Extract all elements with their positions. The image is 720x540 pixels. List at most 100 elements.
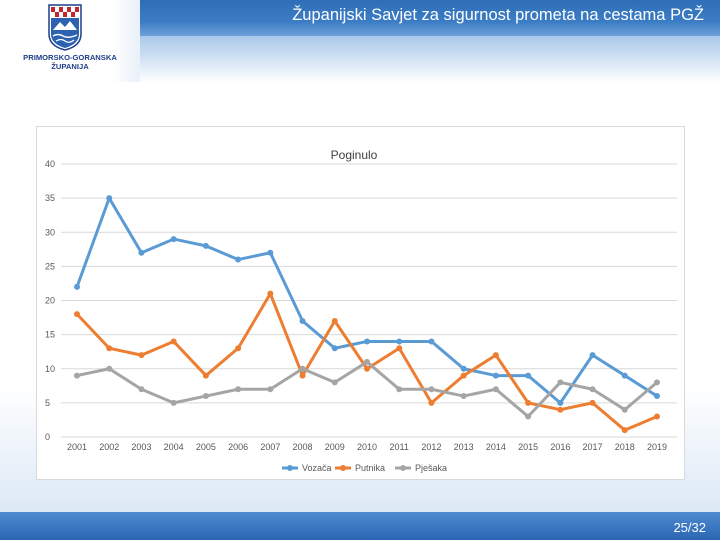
legend-marker xyxy=(287,465,293,471)
legend-marker xyxy=(400,465,406,471)
y-tick-label: 0 xyxy=(45,432,50,442)
data-point xyxy=(202,372,209,379)
x-tick-label: 2010 xyxy=(357,442,377,452)
data-point xyxy=(557,399,564,406)
legend-label: Vozača xyxy=(302,463,332,473)
y-axis-ticks: 0 5 10 15 20 25 30 35 40 xyxy=(45,159,55,442)
data-point xyxy=(235,345,242,352)
header-band: Županijski Savjet za sigurnost prometa n… xyxy=(140,0,720,36)
page-number: 25/32 xyxy=(673,520,706,535)
data-point xyxy=(589,352,596,359)
data-point xyxy=(106,345,113,352)
page-title: Županijski Savjet za sigurnost prometa n… xyxy=(292,6,704,24)
x-tick-label: 2012 xyxy=(421,442,441,452)
data-point xyxy=(654,393,660,400)
data-point xyxy=(74,283,80,290)
data-point xyxy=(235,386,242,393)
data-point xyxy=(460,372,467,379)
data-point xyxy=(267,249,274,256)
logo-line-1: PRIMORSKO-GORANSKA xyxy=(23,53,117,62)
legend: Vozača Putnika Pješaka xyxy=(282,463,447,473)
data-point xyxy=(428,338,435,345)
x-tick-label: 2004 xyxy=(164,442,184,452)
x-tick-label: 2002 xyxy=(99,442,119,452)
x-tick-label: 2008 xyxy=(293,442,313,452)
data-point xyxy=(138,352,145,359)
x-tick-label: 2014 xyxy=(486,442,506,452)
data-point xyxy=(106,195,113,202)
gridlines xyxy=(61,163,677,438)
logo-text: PRIMORSKO-GORANSKA ŽUPANIJA xyxy=(8,53,132,71)
data-point xyxy=(202,242,209,249)
data-point xyxy=(202,393,209,400)
data-point xyxy=(170,338,177,345)
chart-frame: Poginulo 0 5 10 15 20 25 30 35 40 2001 2002 2003 20… xyxy=(36,126,685,480)
data-point xyxy=(492,386,499,393)
x-tick-label: 2001 xyxy=(67,442,87,452)
data-point xyxy=(331,379,338,386)
legend-marker xyxy=(340,465,346,471)
x-tick-label: 2007 xyxy=(260,442,280,452)
y-tick-label: 15 xyxy=(45,330,55,340)
x-tick-label: 2018 xyxy=(615,442,635,452)
legend-label: Putnika xyxy=(355,463,385,473)
data-point xyxy=(267,290,274,297)
data-point xyxy=(460,393,467,400)
data-point xyxy=(621,406,628,413)
data-point xyxy=(299,365,306,372)
data-point xyxy=(299,317,306,324)
header-fade xyxy=(140,36,720,82)
legend-label: Pješaka xyxy=(415,463,447,473)
series-3 xyxy=(74,358,660,420)
data-point xyxy=(428,399,435,406)
x-tick-label: 2003 xyxy=(131,442,151,452)
data-point xyxy=(364,365,370,372)
data-point xyxy=(299,372,306,379)
logo-line-2: ŽUPANIJA xyxy=(51,62,89,71)
x-tick-label: 2016 xyxy=(550,442,570,452)
x-axis-ticks: 2001 2002 2003 2004 2005 2006 2007 2008 2009 2010… xyxy=(67,442,667,452)
data-point xyxy=(138,249,145,256)
data-point xyxy=(331,345,338,352)
data-point xyxy=(525,372,532,379)
coat-of-arms-icon xyxy=(48,4,82,51)
data-point xyxy=(589,386,596,393)
data-point xyxy=(396,345,403,352)
data-point xyxy=(170,399,177,406)
y-tick-label: 30 xyxy=(45,227,55,237)
x-tick-label: 2011 xyxy=(390,442,409,452)
y-tick-label: 25 xyxy=(45,261,55,271)
data-point xyxy=(428,386,435,393)
data-point xyxy=(364,358,370,365)
data-point xyxy=(654,379,660,386)
data-point xyxy=(557,406,564,413)
y-tick-label: 10 xyxy=(45,364,55,374)
data-point xyxy=(74,372,80,379)
data-point xyxy=(589,399,596,406)
footer-band: 25/32 xyxy=(0,512,720,540)
y-tick-label: 40 xyxy=(45,159,55,169)
series-2 xyxy=(74,290,660,434)
data-point xyxy=(621,372,628,379)
data-point xyxy=(492,352,499,359)
data-point xyxy=(364,338,370,345)
y-tick-label: 20 xyxy=(45,296,55,306)
data-point xyxy=(235,256,242,263)
x-tick-label: 2013 xyxy=(454,442,474,452)
data-point xyxy=(525,413,532,420)
data-point xyxy=(621,427,628,434)
x-tick-label: 2017 xyxy=(583,442,603,452)
x-tick-label: 2009 xyxy=(325,442,345,452)
data-point xyxy=(460,365,467,372)
y-tick-label: 5 xyxy=(45,398,50,408)
data-point xyxy=(654,413,660,420)
series-lines xyxy=(74,195,660,434)
x-tick-label: 2015 xyxy=(518,442,538,452)
data-point xyxy=(525,399,532,406)
data-point xyxy=(396,338,403,345)
chart-title: Poginulo xyxy=(331,148,378,162)
x-tick-label: 2019 xyxy=(647,442,667,452)
data-point xyxy=(106,365,113,372)
series-1 xyxy=(74,195,660,406)
